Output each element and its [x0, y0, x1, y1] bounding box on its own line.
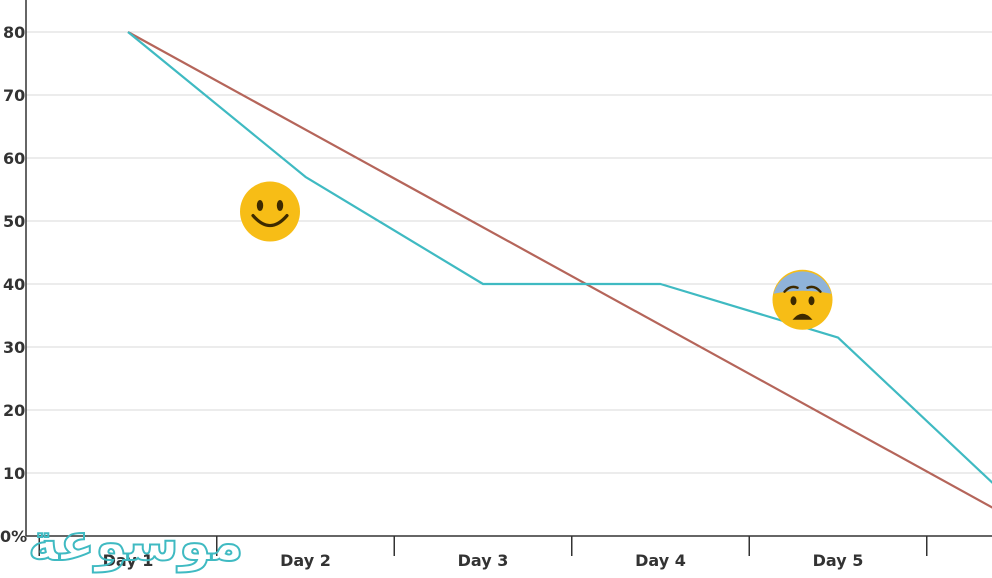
anxious-mouth — [792, 313, 813, 320]
y-tick-label-40: 40 — [3, 275, 25, 294]
series-layer — [127, 31, 992, 509]
anxious-left-brow — [783, 285, 799, 293]
y-tick-label-20: 20 — [3, 401, 25, 420]
smile-right-eye — [276, 200, 284, 212]
y-tick-label-50: 50 — [3, 212, 25, 231]
anxious-right-brow — [806, 285, 822, 293]
anxious-left-eye — [790, 296, 797, 306]
label-layer: 0% 10 20 30 40 50 60 70 80 Day 1 Day 2 Day 3 Day 4 Da… — [0, 23, 863, 570]
anxious-forehead — [773, 271, 832, 294]
annotation-layer — [240, 181, 833, 330]
smile-left-eye — [256, 200, 264, 212]
y-tick-label-0%: 0% — [0, 527, 27, 546]
y-tick-label-70: 70 — [3, 86, 25, 105]
series-line-1 — [127, 31, 992, 509]
series-line-2 — [127, 31, 992, 484]
y-tick-label-60: 60 — [3, 149, 25, 168]
anxious-face-icon — [772, 269, 833, 330]
smiling-face-icon-face — [240, 181, 300, 242]
anxious-right-eye — [808, 296, 815, 306]
y-tick-label-80: 80 — [3, 23, 25, 42]
axis-layer — [25, 0, 992, 556]
smiling-face-icon — [240, 181, 300, 242]
watermark-logo-text: موسوعة — [28, 513, 244, 573]
x-tick-label-day-4: Day 4 — [635, 551, 686, 570]
grid-layer — [26, 31, 992, 474]
smile-mouth — [251, 213, 289, 228]
x-tick-label-day-5: Day 5 — [813, 551, 864, 570]
watermark: موسوعة — [27, 512, 245, 574]
x-tick-label-day-2: Day 2 — [280, 551, 331, 570]
x-tick-label-day-1: Day 1 — [103, 551, 154, 570]
x-tick-label-day-3: Day 3 — [458, 551, 509, 570]
y-tick-label-30: 30 — [3, 338, 25, 357]
y-tick-label-10: 10 — [3, 464, 25, 483]
